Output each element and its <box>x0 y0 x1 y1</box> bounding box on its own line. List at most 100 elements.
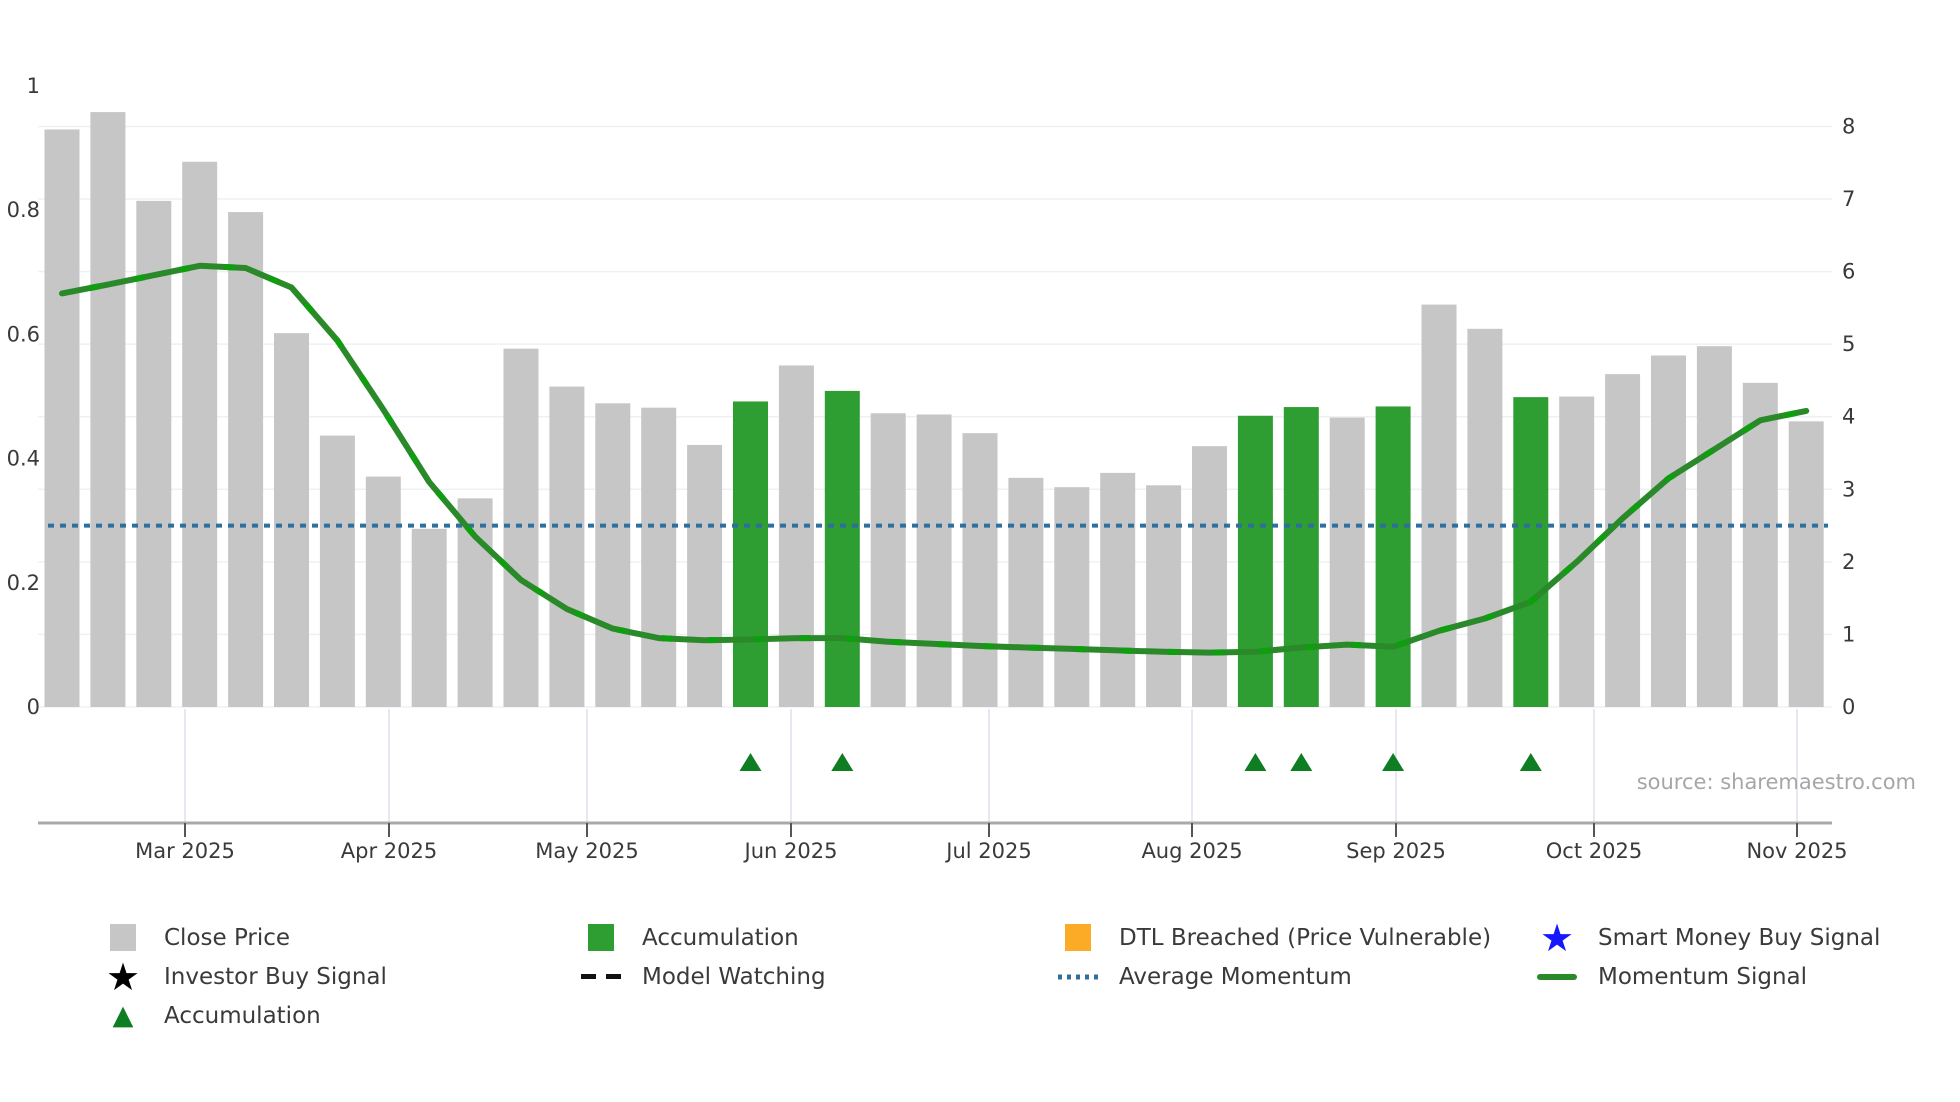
right-axis-tick-label: 2 <box>1842 550 1855 574</box>
accumulation-bar <box>1283 407 1319 707</box>
close-price-bar <box>1605 374 1641 707</box>
x-tick-label: Aug 2025 <box>1141 839 1242 863</box>
close-price-bar <box>228 212 264 708</box>
black-star-swatch: ★ <box>100 958 146 996</box>
right-axis-tick-label: 0 <box>1842 695 1855 719</box>
legend-item-label: Smart Money Buy Signal <box>1598 924 1881 951</box>
accumulation-marker <box>831 753 854 771</box>
smart-money-star-icon: ★ <box>1539 915 1575 960</box>
legend-item: DTL Breached (Price Vulnerable) <box>1055 918 1491 957</box>
right-axis-tick-label: 5 <box>1842 332 1855 356</box>
close-price-bar <box>365 476 401 707</box>
legend-item: Accumulation <box>578 918 826 957</box>
x-tick-label: Oct 2025 <box>1546 839 1642 863</box>
accumulation-marker <box>739 753 762 771</box>
accumulation-marker <box>1290 753 1313 771</box>
close-price-bar <box>411 528 447 707</box>
accumulation-bar <box>733 401 768 707</box>
legend-column: Close Price ★ Investor Buy Signal ▲ Accumula… <box>100 918 387 1035</box>
left-axis-tick-label: 0 <box>27 695 40 719</box>
close-price-bar <box>44 129 80 708</box>
source-credit: source: sharemaestro.com <box>1636 770 1916 794</box>
legend-item-label: Close Price <box>164 924 291 951</box>
close-price-bar <box>1742 382 1778 707</box>
close-price-bar <box>1329 417 1365 707</box>
accumulation-bar <box>1237 415 1273 707</box>
x-tick-label: Mar 2025 <box>135 839 235 863</box>
left-axis-tick-label: 0.6 <box>7 322 40 346</box>
close-price-bar <box>1651 355 1686 707</box>
x-tick-label: Sep 2025 <box>1346 839 1446 863</box>
legend-item-label: Accumulation <box>164 1002 321 1029</box>
close-price-bar <box>1696 346 1732 707</box>
x-tick-label: Jun 2025 <box>743 839 838 863</box>
close-price-bar <box>319 435 355 707</box>
green-line-swatch <box>1534 973 1580 980</box>
model-watching-dash-icon <box>581 974 621 979</box>
legend-item: Momentum Signal <box>1534 957 1880 996</box>
legend-item-label: Model Watching <box>642 963 826 990</box>
close-price-bar <box>962 433 998 707</box>
blue-dotted-swatch <box>1055 974 1101 980</box>
legend-item-label: Investor Buy Signal <box>164 963 387 990</box>
close-price-bar <box>182 161 218 708</box>
close-price-bar <box>595 403 631 707</box>
x-tick-label: May 2025 <box>535 839 639 863</box>
close-price-bar <box>1008 477 1044 707</box>
close-price-bar <box>1054 487 1090 707</box>
momentum-line-icon <box>1537 973 1577 980</box>
close-price-bar <box>1146 485 1182 707</box>
price-bars <box>44 112 1824 708</box>
green-triangle-swatch: ▲ <box>100 1002 146 1029</box>
close-price-bar <box>503 348 539 707</box>
accumulation-bar <box>1513 397 1549 707</box>
left-axis-tick-label: 0.2 <box>7 571 40 595</box>
close-price-bar <box>641 407 677 707</box>
accumulation-bar <box>824 390 860 707</box>
right-axis-tick-label: 4 <box>1842 405 1855 429</box>
gray-square-swatch <box>100 924 146 951</box>
legend-column: ★ Smart Money Buy Signal Momentum Signal <box>1534 918 1880 996</box>
close-price-swatch-icon <box>110 924 136 951</box>
accumulation-bar <box>1375 406 1411 707</box>
close-price-bar <box>1100 472 1136 707</box>
close-price-bar <box>870 413 906 707</box>
accumulation-marker <box>1519 753 1542 771</box>
left-axis-tick-label: 0.8 <box>7 198 40 222</box>
close-price-bar <box>136 200 172 707</box>
legend-item-label: Accumulation <box>642 924 799 951</box>
blue-star-swatch: ★ <box>1534 919 1580 957</box>
close-price-bar <box>457 498 493 707</box>
close-price-bar <box>1192 446 1227 707</box>
legend-column: DTL Breached (Price Vulnerable) Average M… <box>1055 918 1491 996</box>
accumulation-triangle-icon: ▲ <box>112 1000 134 1031</box>
legend-item: Close Price <box>100 918 387 957</box>
legend-item: ★ Investor Buy Signal <box>100 957 387 996</box>
legend-item: ▲ Accumulation <box>100 996 387 1035</box>
close-price-bar <box>1467 328 1503 707</box>
black-dash-swatch <box>578 974 624 979</box>
left-axis-tick-label: 0.4 <box>7 447 40 471</box>
close-price-bar <box>1421 304 1457 707</box>
left-axis-tick-label: 1 <box>27 74 40 98</box>
accumulation-marker <box>1244 753 1267 771</box>
legend-column: Accumulation Model Watching <box>578 918 826 996</box>
momentum-line <box>59 262 1810 656</box>
average-momentum-dotted-icon <box>1058 974 1098 979</box>
x-tick-label: Jul 2025 <box>944 839 1031 863</box>
close-price-bar <box>90 112 126 707</box>
right-axis-tick-label: 8 <box>1842 114 1855 138</box>
right-axis-tick-label: 7 <box>1842 187 1855 211</box>
x-tick-label: Nov 2025 <box>1746 839 1847 863</box>
close-price-bar <box>916 414 952 707</box>
right-axis-tick-label: 1 <box>1842 622 1855 646</box>
green-square-swatch <box>578 924 624 951</box>
legend-item: Model Watching <box>578 957 826 996</box>
accumulation-marker <box>1382 753 1405 771</box>
right-axis-tick-label: 3 <box>1842 477 1855 501</box>
orange-square-swatch <box>1055 924 1101 951</box>
close-price-bar <box>274 333 309 707</box>
legend-item-label: Momentum Signal <box>1598 963 1808 990</box>
